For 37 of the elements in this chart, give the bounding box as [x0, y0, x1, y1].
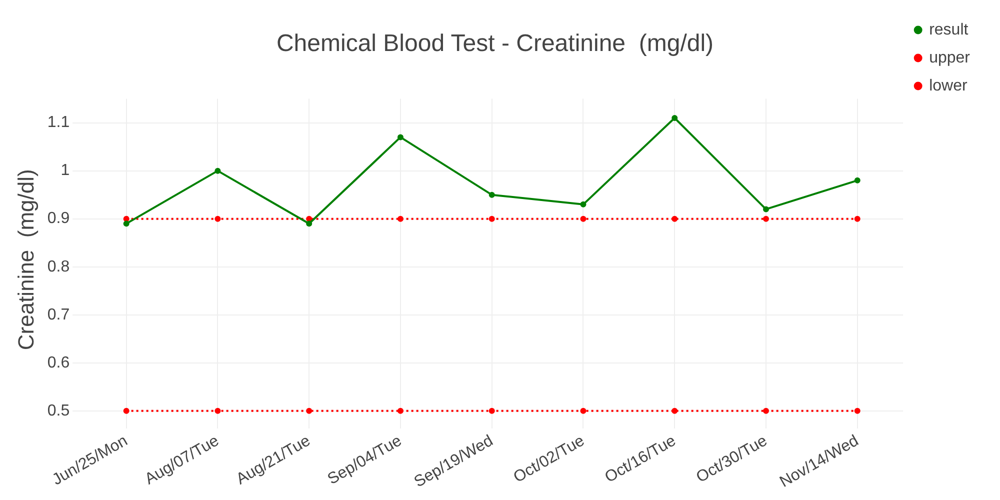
- y-axis-title: Creatinine (mg/dl): [13, 169, 38, 350]
- y-tick-label: 0.8: [47, 258, 70, 276]
- point: [488, 408, 495, 414]
- point: [123, 220, 130, 227]
- chart-title: Chemical Blood Test - Creatinine (mg/dl): [276, 30, 714, 58]
- point: [306, 408, 312, 414]
- point: [214, 408, 221, 414]
- point: [580, 408, 586, 414]
- y-tick-label: 0.9: [47, 210, 70, 228]
- y-tick-label: 0.7: [47, 306, 70, 324]
- point: [488, 216, 495, 222]
- point: [397, 408, 404, 414]
- point: [397, 216, 404, 222]
- point: [854, 177, 860, 184]
- point: [763, 216, 770, 222]
- legend-label: lower: [929, 77, 968, 94]
- point: [854, 216, 860, 222]
- point: [854, 408, 860, 414]
- legend-label: upper: [929, 49, 971, 66]
- point: [488, 192, 495, 198]
- point: [397, 134, 404, 140]
- point: [214, 216, 221, 222]
- y-tick-label: 1.1: [47, 114, 70, 132]
- y-tick-label: 0.6: [47, 354, 70, 372]
- point: [672, 115, 678, 122]
- y-tick-label: 0.5: [47, 402, 70, 420]
- point: [580, 201, 586, 208]
- point: [763, 408, 770, 414]
- point: [672, 216, 678, 222]
- point: [123, 408, 130, 414]
- point: [580, 216, 586, 222]
- y-tick-label: 1: [60, 162, 70, 180]
- point: [672, 408, 678, 414]
- point: [306, 220, 312, 227]
- point: [214, 168, 221, 174]
- legend-label: result: [929, 21, 969, 38]
- point: [763, 206, 770, 212]
